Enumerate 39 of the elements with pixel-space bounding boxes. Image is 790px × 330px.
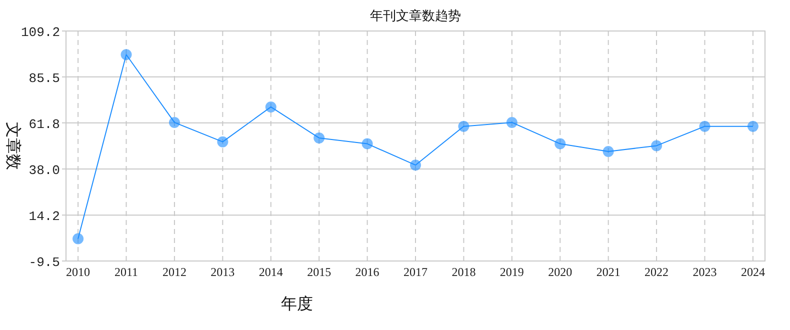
- x-tick-label: 2015: [307, 265, 332, 279]
- x-tick-label: 2011: [114, 265, 138, 279]
- point: [265, 101, 276, 112]
- x-axis-title: 年度: [281, 295, 313, 313]
- y-tick-label: 38.0: [28, 162, 60, 178]
- point: [168, 116, 180, 128]
- point: [410, 160, 421, 171]
- point: [72, 233, 84, 244]
- point: [506, 116, 518, 128]
- x-tick-label: 2022: [644, 265, 669, 279]
- point: [602, 146, 614, 158]
- y-tick-label: -9.5: [28, 255, 60, 270]
- point: [699, 120, 710, 132]
- point: [651, 140, 662, 152]
- point: [120, 49, 132, 60]
- point: [362, 138, 373, 150]
- y-tick-label: 61.8: [28, 116, 60, 132]
- y-tick-label: 85.5: [28, 70, 60, 86]
- x-tick-label: 2019: [500, 265, 524, 279]
- chart-title: 年刊文章数趋势: [370, 8, 461, 23]
- point: [314, 132, 325, 144]
- x-tick-label: 2023: [692, 265, 717, 279]
- y-axis-title: 文章数: [4, 122, 22, 170]
- x-tick-label: 2016: [355, 265, 380, 279]
- x-tick-label: 2017: [404, 265, 428, 279]
- y-tick-label: 14.2: [28, 209, 60, 224]
- point: [458, 120, 470, 132]
- x-tick-label: 2020: [548, 265, 572, 279]
- y-tick-label: 109.2: [20, 25, 60, 40]
- x-tick-label: 2010: [66, 265, 90, 279]
- point: [217, 136, 228, 148]
- x-tick-label: 2018: [452, 265, 476, 279]
- x-tick-label: 2012: [162, 265, 186, 279]
- x-tick-label: 2013: [210, 265, 235, 279]
- x-tick-label: 2014: [258, 265, 283, 279]
- x-tick-label: 2024: [740, 265, 765, 279]
- point: [554, 138, 566, 150]
- x-tick-label: 2021: [596, 265, 620, 279]
- point: [747, 120, 758, 132]
